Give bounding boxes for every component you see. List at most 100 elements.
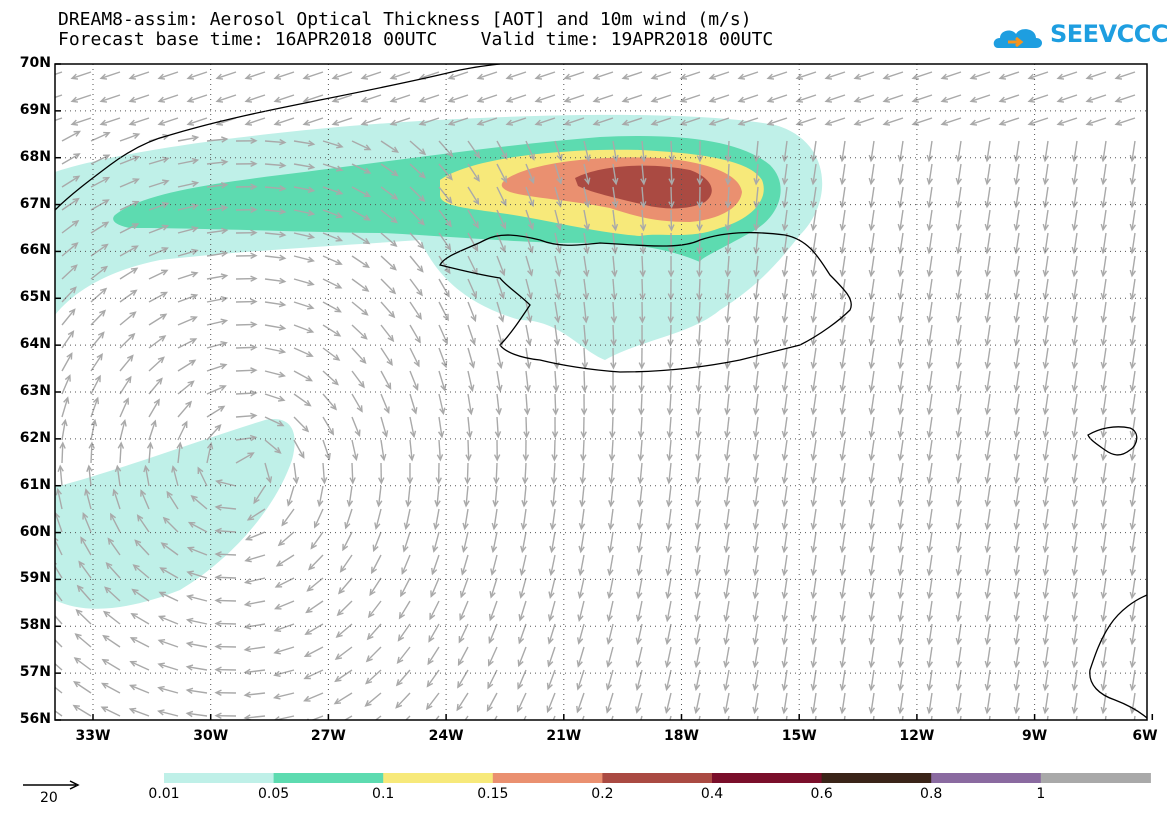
wind-arrow [1015,669,1020,690]
wind-arrow [380,439,385,460]
wind-arrowhead [99,287,108,295]
wind-arrowhead [926,292,933,301]
wind-arrow [390,117,411,125]
wind-arrow [727,163,730,185]
wind-arrowhead [639,224,647,232]
wind-arrowhead [737,96,746,103]
wind-arrow [90,420,96,441]
wind-arrowhead [668,178,675,186]
wind-arrow [380,393,390,413]
wind-arrowhead [897,200,904,209]
wind-arrowhead [695,454,702,462]
wind-arrowhead [446,173,453,181]
wind-arrowhead [493,454,501,462]
wind-arrow [1044,439,1049,460]
wind-arrow [1044,324,1049,345]
wind-arrow [456,692,469,711]
wind-arrowhead [781,683,788,692]
wind-arrowhead [1100,660,1107,669]
wind-arrow [825,71,846,79]
wind-arrow [1044,416,1049,437]
wind-arrow [696,577,701,598]
wind-arrow [1131,554,1136,575]
wind-arrowhead [724,408,731,416]
wind-arrow [55,590,63,602]
wind-arrow [235,369,257,372]
wind-arrow [593,94,614,102]
wind-arrowhead [637,431,645,439]
wind-arrow [187,689,208,694]
wind-arrow [177,401,192,418]
wind-arrow [812,278,817,299]
wind-arrow [82,513,92,533]
wind-arrow [1131,646,1136,667]
wind-arrowhead [998,119,1007,126]
wind-arrowhead [488,636,495,645]
wind-arrow [129,117,150,125]
wind-arrow [467,324,476,345]
wind-arrow [754,416,759,437]
wind-arrowhead [839,361,846,370]
wind-arrowhead [839,453,846,462]
wind-arrowhead [581,385,588,393]
wind-arrowhead [102,634,110,642]
wind-arrow [102,682,121,694]
wind-arrowhead [550,477,558,485]
wind-arrow [177,136,198,142]
wind-arrowhead [250,206,258,214]
wind-arrow [187,642,208,648]
wind-arrowhead [1072,730,1077,736]
wind-arrowhead [955,499,962,508]
wind-arrowhead [695,362,703,370]
wind-arrow [812,439,817,460]
wind-arrow [78,561,92,579]
wind-arrowhead [162,516,170,524]
wind-arrowhead [442,313,449,322]
wind-arrow [206,161,227,165]
wind-arrow [957,324,962,345]
wind-arrow [957,393,962,414]
wind-arrowhead [650,96,659,103]
wind-arrow [351,324,368,340]
wind-arrowhead [103,131,111,138]
wind-arrow [1102,301,1107,322]
wind-arrow [1131,255,1136,276]
wind-arrow [55,638,63,648]
wind-arrow [754,554,759,575]
wind-arrow [1073,255,1078,276]
logo-text: SEEVCCC [1050,20,1169,48]
wind-arrowhead [334,653,343,661]
wind-arrowhead [518,591,526,599]
wind-arrowhead [577,614,584,622]
wind-arrowhead [362,285,370,292]
wind-arrowhead [1100,591,1107,600]
wind-arrow [525,186,534,206]
wind-arrow [103,611,121,625]
wind-arrow [1028,71,1049,79]
wind-arrow [812,577,817,598]
wind-arrow [668,416,672,437]
wind-arrowhead [444,243,452,251]
wind-arrow [85,489,92,510]
wind-arrowhead [250,298,258,305]
wind-arrowhead [1042,683,1049,692]
wind-arrow [726,370,730,391]
wind-arrow [1073,416,1078,437]
wind-arrowhead [473,151,481,159]
wind-arrowhead [214,712,222,719]
wind-arrow [640,715,643,720]
wind-arrow [755,163,759,184]
wind-arrowhead [334,675,342,683]
wind-arrowhead [414,336,421,344]
colorbar-label: 0.8 [920,786,943,802]
wind-arrow [783,255,788,276]
wind-arrowhead [868,545,875,554]
wind-arrowhead [307,233,316,240]
wind-arrowhead [166,490,173,499]
wind-arrowhead [220,273,229,280]
wind-arrow [667,554,672,575]
wind-arrowhead [969,73,978,80]
wind-arrowhead [389,263,397,271]
wind-arrow [1073,485,1078,506]
wind-arrow [841,692,846,713]
